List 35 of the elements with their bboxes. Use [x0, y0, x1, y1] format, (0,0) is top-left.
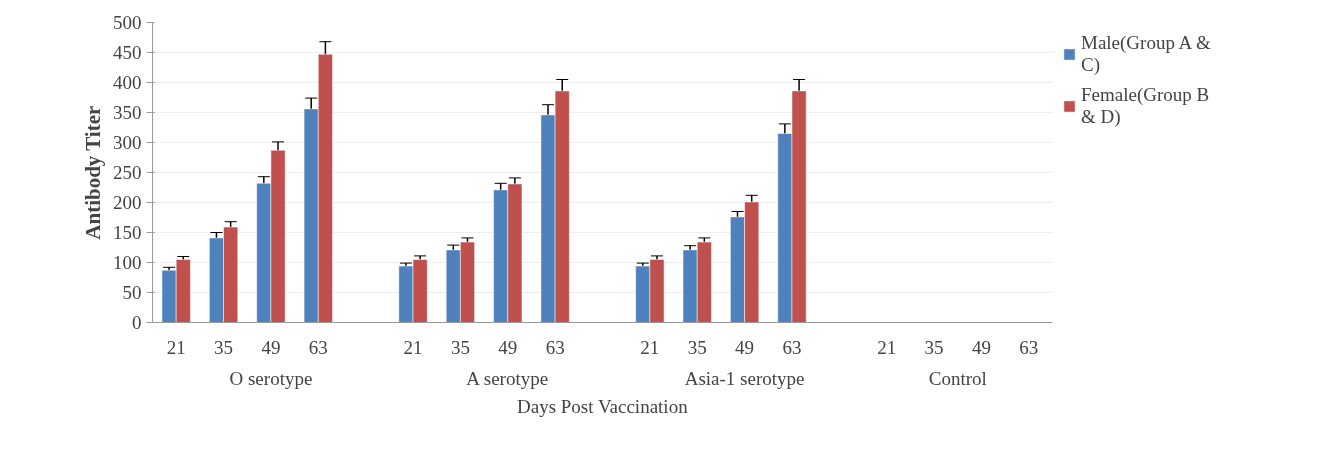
x-tick-label: 21 — [403, 336, 423, 358]
y-tick-label: 150 — [113, 222, 142, 243]
y-tick-label: 200 — [113, 192, 142, 213]
y-tick-label: 350 — [113, 102, 142, 123]
text: A serotype — [466, 367, 549, 389]
x-tick-label: 49 — [971, 336, 991, 358]
x-tick-label: 49 — [261, 336, 281, 358]
x-tick-label: 21 — [640, 336, 660, 358]
text: Control — [928, 367, 987, 389]
x-tick-label: 21 — [877, 336, 897, 358]
x-tick-label: 35 — [214, 336, 234, 358]
x-tick-label: 63 — [782, 336, 802, 358]
y-tick-label: 500 — [113, 12, 142, 33]
y-tick-label: 50 — [122, 282, 142, 303]
y-tick-label: 450 — [113, 42, 142, 63]
y-tick-label: 250 — [113, 162, 142, 183]
x-axis-title: Days Post Vaccination — [517, 395, 689, 417]
legend-label: Male(Group A & C) — [1081, 32, 1211, 76]
x-tick-label: 63 — [308, 336, 328, 358]
y-axis-title: Antibody Titer — [81, 105, 105, 240]
x-tick-label: 35 — [450, 336, 470, 358]
x-tick-label: 49 — [498, 336, 518, 358]
text: Asia-1 serotype — [684, 367, 805, 389]
x-tick-label: 21 — [166, 336, 186, 358]
x-tick-label: 35 — [924, 336, 944, 358]
y-tick-label: 300 — [113, 132, 142, 153]
text: O serotype — [229, 367, 313, 389]
y-tick-label: 400 — [113, 72, 142, 93]
x-tick-label: 63 — [545, 336, 565, 358]
x-tick-label: 49 — [735, 336, 755, 358]
y-tick-label: 0 — [132, 312, 142, 333]
x-tick-label: 35 — [687, 336, 707, 358]
x-tick-label: 63 — [1019, 336, 1039, 358]
legend-label: Female(Group B & D) — [1081, 84, 1210, 128]
y-tick-label: 100 — [113, 252, 142, 273]
